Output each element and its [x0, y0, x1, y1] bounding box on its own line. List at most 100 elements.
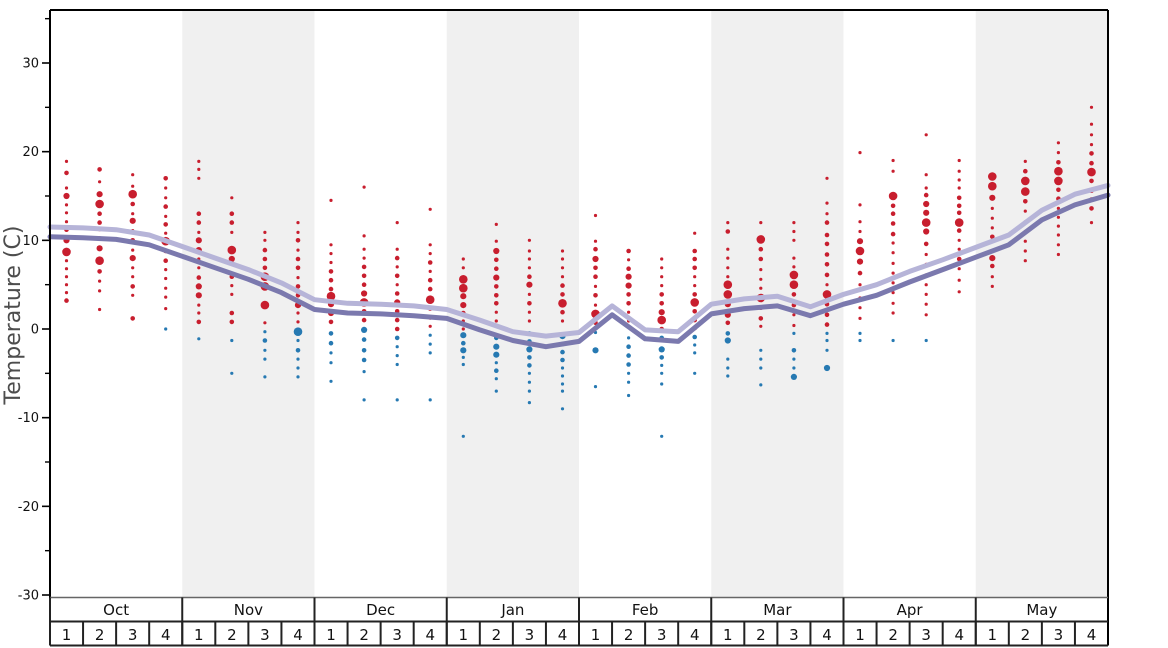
week-label: 1 — [194, 626, 204, 644]
above-freezing-dot — [560, 249, 565, 253]
above-freezing-dot — [560, 275, 565, 279]
below-freezing-dot — [164, 327, 168, 331]
below-freezing-dot — [527, 401, 532, 405]
below-freezing-dot — [693, 371, 697, 375]
above-freezing-dot — [164, 307, 168, 311]
below-freezing-dot — [693, 343, 697, 347]
above-freezing-dot — [988, 172, 997, 181]
below-freezing-dot — [858, 331, 862, 335]
below-freezing-dot — [295, 348, 301, 353]
above-freezing-dot — [858, 151, 862, 155]
below-freezing-dot — [293, 327, 303, 337]
below-freezing-dot — [660, 363, 664, 367]
above-freezing-dot — [228, 255, 235, 263]
above-freezing-dot — [163, 222, 168, 227]
week-label: 1 — [62, 626, 72, 644]
above-freezing-dot — [891, 241, 895, 245]
below-freezing-dot — [460, 332, 467, 339]
below-freezing-dot — [526, 346, 533, 353]
y-tick-label: 30 — [22, 56, 39, 71]
week-label: 3 — [789, 626, 799, 644]
above-freezing-dot — [230, 196, 234, 200]
below-freezing-dot — [726, 357, 730, 361]
above-freezing-dot — [759, 286, 763, 290]
above-freezing-dot — [990, 275, 994, 279]
above-freezing-dot — [593, 239, 598, 243]
below-freezing-dot — [296, 366, 300, 370]
average-max-temperature-line — [47, 182, 1111, 339]
above-freezing-dot — [890, 211, 896, 216]
above-freezing-dot — [988, 181, 997, 191]
above-freezing-dot — [428, 243, 432, 247]
above-freezing-dot — [956, 256, 962, 262]
below-freezing-dot — [659, 355, 664, 360]
above-freezing-dot — [560, 283, 565, 288]
above-freezing-dot — [362, 256, 366, 260]
y-axis-ticks: 30 20 10 0 -10 -20 -30 — [18, 17, 50, 604]
week-label: 3 — [392, 626, 402, 644]
above-freezing-dot — [1023, 249, 1027, 253]
above-freezing-dot — [726, 247, 730, 251]
above-freezing-dot — [726, 266, 730, 270]
above-freezing-dot — [791, 292, 797, 297]
below-freezing-dot — [461, 340, 466, 346]
above-freezing-dot — [427, 286, 433, 292]
below-freezing-dot — [627, 371, 631, 375]
above-freezing-dot — [858, 306, 862, 310]
above-freezing-dot — [891, 169, 895, 173]
axes — [49, 9, 1109, 646]
above-freezing-dot — [956, 195, 962, 201]
below-freezing-dot — [658, 346, 665, 353]
above-freezing-dot — [726, 221, 730, 225]
above-freezing-dot — [1056, 233, 1060, 237]
above-freezing-dot — [296, 221, 300, 225]
below-freezing-dot — [527, 380, 532, 384]
above-freezing-dot — [954, 218, 964, 227]
above-freezing-dot — [263, 238, 267, 242]
below-freezing-dot — [494, 389, 498, 393]
above-freezing-dot — [1089, 122, 1094, 126]
above-freezing-dot — [329, 243, 333, 247]
month-label-feb: Feb — [632, 601, 659, 619]
below-freezing-dot — [792, 357, 796, 361]
below-freezing-dot — [726, 374, 730, 378]
above-freezing-dot — [1089, 221, 1094, 225]
above-freezing-dot — [295, 265, 301, 271]
week-label: 3 — [657, 626, 667, 644]
above-freezing-dot — [1023, 168, 1028, 174]
above-freezing-dot — [792, 256, 796, 260]
above-freezing-dot — [527, 266, 532, 270]
above-freezing-dot — [1056, 206, 1060, 210]
above-freezing-dot — [891, 251, 895, 255]
above-freezing-dot — [658, 309, 665, 316]
below-freezing-dot — [924, 338, 928, 343]
below-freezing-dot — [263, 375, 267, 379]
above-freezing-dot — [759, 277, 763, 281]
above-freezing-dot — [1021, 176, 1030, 186]
above-freezing-dot — [660, 275, 664, 279]
above-freezing-dot — [131, 184, 135, 188]
below-freezing-dot — [627, 393, 631, 398]
above-freezing-dot — [1056, 151, 1060, 155]
below-freezing-dot — [792, 331, 796, 335]
above-freezing-dot — [957, 238, 961, 242]
above-freezing-dot — [1089, 206, 1094, 211]
above-freezing-dot — [660, 284, 664, 288]
above-freezing-dot — [759, 324, 763, 328]
above-freezing-dot — [626, 266, 631, 272]
above-freezing-dot — [96, 191, 103, 198]
above-freezing-dot — [64, 275, 69, 279]
above-freezing-dot — [756, 235, 766, 244]
above-freezing-dot — [295, 238, 301, 243]
below-freezing-dot — [626, 362, 631, 367]
above-freezing-dot — [560, 309, 565, 315]
above-freezing-dot — [891, 281, 895, 285]
above-freezing-dot — [560, 319, 565, 323]
y-tick-label: 20 — [22, 145, 39, 160]
above-freezing-dot — [659, 301, 664, 306]
above-freezing-dot — [627, 258, 631, 262]
above-freezing-dot — [858, 283, 862, 287]
above-freezing-dot — [362, 247, 366, 251]
above-freezing-dot — [96, 245, 103, 252]
below-freezing-dot — [362, 398, 366, 402]
